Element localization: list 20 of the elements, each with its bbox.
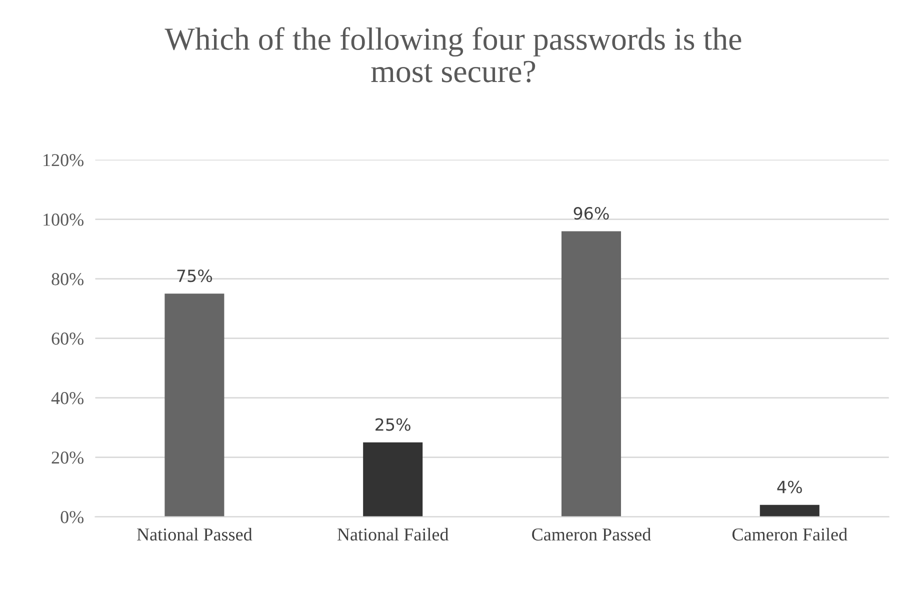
bar	[164, 294, 224, 517]
x-tick-label: National Passed	[137, 528, 252, 541]
y-tick-label: 40%	[51, 392, 84, 404]
y-tick-label: 60%	[52, 332, 84, 345]
data-label: 4%	[777, 480, 802, 494]
x-tick-label: Cameron Passed	[532, 528, 651, 541]
y-tick-label: 120%	[44, 154, 84, 166]
y-tick-label: 80%	[52, 273, 84, 286]
x-tick-label: National Failed	[337, 528, 449, 541]
chart-title: Which of the following four passwords is the most secure?	[164, 27, 742, 82]
x-tick-label: Cameron Failed	[732, 528, 848, 541]
data-label: 96%	[574, 207, 609, 220]
data-label: 25%	[376, 418, 410, 431]
y-tick-label: 20%	[52, 452, 84, 464]
y-tick-label: 0%	[60, 511, 84, 524]
bar	[363, 442, 423, 517]
bar	[561, 231, 622, 517]
bar	[760, 504, 820, 517]
y-tick-label: 100%	[44, 214, 84, 226]
data-label: 75%	[177, 269, 212, 282]
